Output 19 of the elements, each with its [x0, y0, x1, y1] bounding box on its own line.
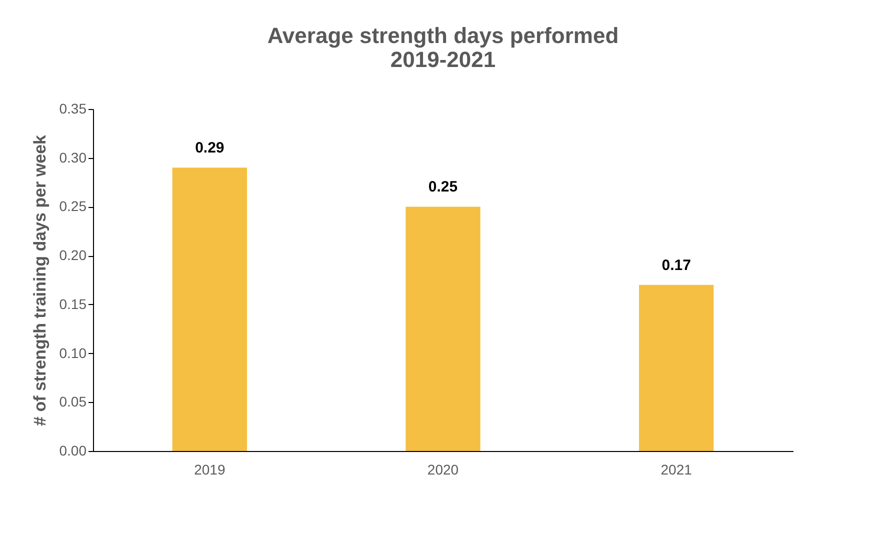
bar [406, 206, 480, 451]
bar [639, 284, 714, 451]
y-tick-label: 0.00 [59, 442, 87, 458]
y-tick-label: 0.10 [59, 344, 87, 361]
y-tick-label: 0.05 [59, 394, 87, 410]
data-label: 0.25 [428, 178, 458, 196]
y-tick-label: 0.15 [59, 296, 87, 312]
x-tick-label: 2019 [194, 462, 226, 478]
y-tick-label: 0.35 [59, 100, 87, 116]
y-tick-label: 0.20 [59, 247, 87, 264]
y-axis-title: # of strength training days per week [30, 134, 50, 426]
y-tick-label: 0.30 [59, 149, 87, 166]
y-tick-label: 0.25 [59, 198, 87, 214]
data-label: 0.17 [662, 256, 691, 274]
data-label: 0.29 [195, 140, 224, 157]
bar [172, 168, 247, 451]
x-tick-label: 2020 [427, 462, 459, 478]
chart-title: Average strength days performed 2019-2021 [267, 23, 619, 72]
x-tick-label: 2021 [660, 462, 692, 478]
